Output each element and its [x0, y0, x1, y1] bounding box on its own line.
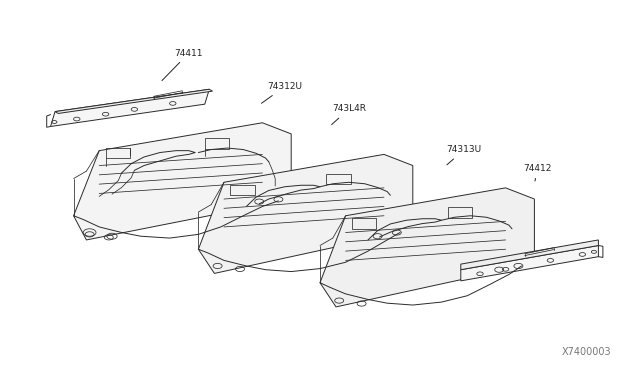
Text: 74411: 74411 [162, 49, 203, 81]
Text: X7400003: X7400003 [561, 347, 611, 357]
Bar [106, 148, 130, 158]
Bar [205, 138, 229, 149]
Polygon shape [198, 154, 413, 273]
Polygon shape [320, 188, 534, 307]
Bar [352, 218, 376, 229]
Polygon shape [51, 89, 209, 126]
Polygon shape [461, 246, 598, 281]
Text: 743L4R: 743L4R [332, 105, 366, 125]
Bar [230, 185, 255, 195]
Text: 74312U: 74312U [262, 82, 302, 103]
Bar [326, 174, 351, 184]
Polygon shape [461, 240, 598, 270]
Bar [448, 207, 472, 218]
Text: 74412: 74412 [524, 164, 552, 181]
Polygon shape [55, 89, 212, 113]
Polygon shape [74, 123, 291, 240]
Text: 74313U: 74313U [447, 145, 481, 165]
